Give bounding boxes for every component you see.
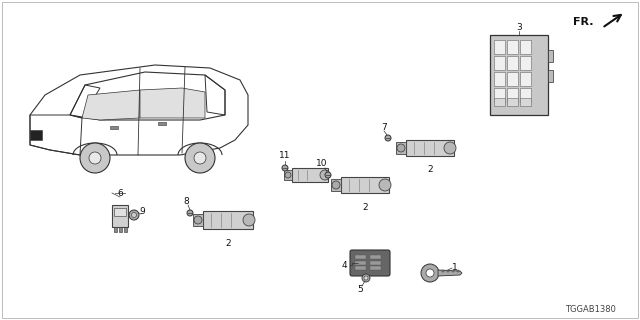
Circle shape (243, 214, 255, 226)
Circle shape (364, 276, 368, 280)
Text: 1: 1 (452, 262, 458, 271)
Bar (507, 88, 518, 102)
Bar (114, 208, 126, 216)
Bar (452, 270, 454, 272)
Text: 2: 2 (225, 239, 231, 249)
Bar (507, 98, 518, 106)
Bar (494, 98, 505, 106)
Bar (341, 177, 389, 193)
Circle shape (397, 144, 405, 152)
Text: 10: 10 (316, 159, 328, 169)
Circle shape (129, 210, 139, 220)
Bar (507, 40, 518, 54)
Bar (30, 130, 42, 140)
Polygon shape (140, 88, 205, 118)
Bar (494, 40, 505, 54)
Text: 3: 3 (516, 22, 522, 31)
Bar (355, 260, 366, 265)
Circle shape (421, 264, 439, 282)
Bar (447, 270, 449, 272)
FancyBboxPatch shape (350, 250, 390, 276)
Bar (370, 266, 381, 270)
Bar (442, 270, 444, 272)
Bar (520, 98, 531, 106)
Bar (520, 40, 531, 54)
Bar (548, 50, 553, 62)
Bar (193, 214, 203, 226)
Circle shape (379, 179, 391, 191)
Bar (457, 270, 459, 272)
Bar (520, 88, 531, 102)
Bar (110, 126, 118, 129)
Bar (124, 227, 127, 232)
Text: 6: 6 (117, 188, 123, 197)
Circle shape (385, 135, 391, 141)
Bar (494, 56, 505, 70)
Bar (520, 72, 531, 86)
Circle shape (325, 172, 331, 178)
Text: 2: 2 (427, 165, 433, 174)
Circle shape (320, 170, 330, 180)
Circle shape (194, 152, 206, 164)
Circle shape (89, 152, 101, 164)
Bar (494, 88, 505, 102)
Bar (520, 56, 531, 70)
Bar (370, 255, 381, 259)
Circle shape (185, 143, 215, 173)
Circle shape (282, 165, 288, 171)
Circle shape (187, 210, 193, 216)
Circle shape (131, 212, 136, 218)
Circle shape (80, 143, 110, 173)
Bar (112, 205, 128, 227)
Text: 5: 5 (357, 284, 363, 293)
Bar (370, 260, 381, 265)
Text: 8: 8 (183, 196, 189, 205)
Bar (355, 266, 366, 270)
Bar (158, 122, 166, 125)
Text: FR.: FR. (573, 17, 594, 27)
Text: 9: 9 (139, 207, 145, 217)
Text: 4: 4 (341, 260, 347, 269)
Bar (284, 170, 292, 180)
Circle shape (444, 142, 456, 154)
Bar (114, 227, 117, 232)
Circle shape (194, 216, 202, 224)
Bar (119, 227, 122, 232)
Text: 11: 11 (279, 151, 291, 161)
Bar (203, 211, 253, 229)
Bar (292, 168, 328, 182)
Bar (548, 70, 553, 82)
Text: 7: 7 (381, 123, 387, 132)
Bar (507, 56, 518, 70)
Text: 2: 2 (362, 203, 368, 212)
Circle shape (332, 181, 340, 189)
Circle shape (362, 274, 370, 282)
Polygon shape (82, 90, 140, 120)
Bar (494, 72, 505, 86)
Text: TGGAB1380: TGGAB1380 (564, 306, 616, 315)
Circle shape (426, 269, 434, 277)
Bar (355, 255, 366, 259)
Bar (331, 179, 341, 191)
Bar (406, 140, 454, 156)
Bar (490, 35, 548, 115)
Polygon shape (438, 270, 462, 276)
Bar (507, 72, 518, 86)
Bar (396, 142, 406, 154)
Circle shape (285, 172, 291, 178)
